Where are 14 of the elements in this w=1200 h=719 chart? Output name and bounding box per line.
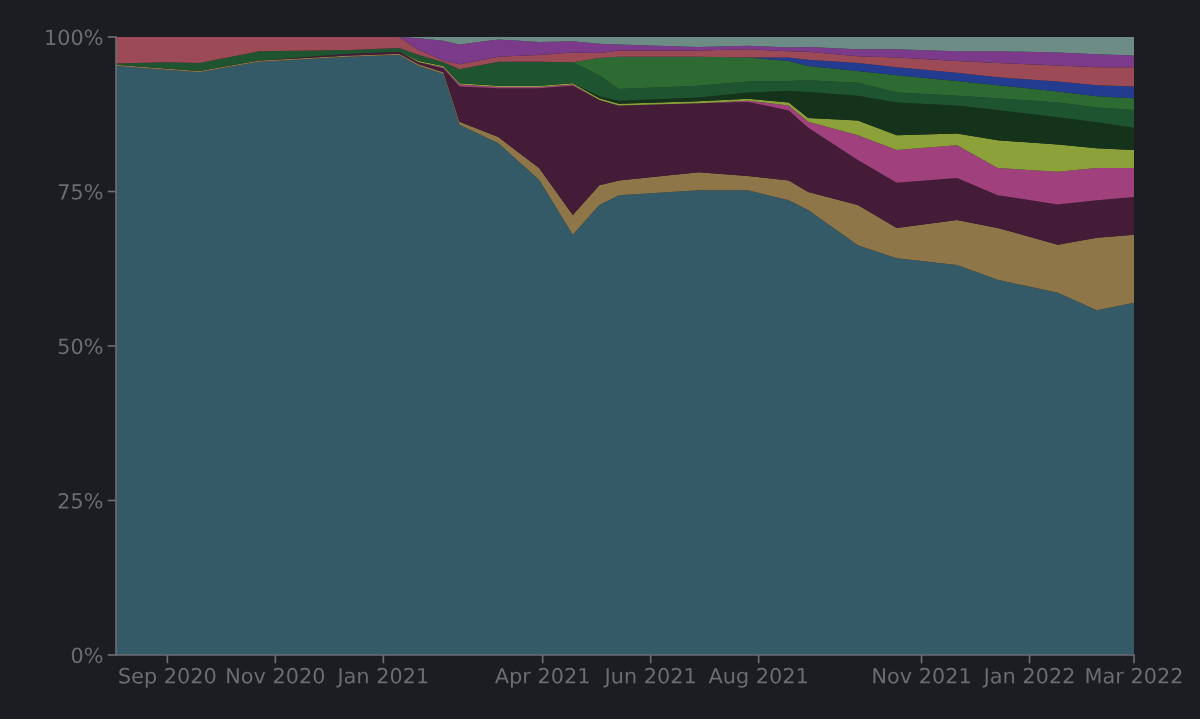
y-tick-label: 100% — [46, 29, 103, 46]
y-tick-label: 0% — [71, 647, 103, 664]
y-tick-label: 50% — [58, 338, 103, 355]
x-tick-label: Sep 2020 — [119, 667, 216, 688]
x-tick-label: Apr 2021 — [495, 667, 589, 688]
x-tick-label: Jun 2021 — [603, 667, 695, 688]
x-tick-label: Nov 2020 — [227, 667, 325, 684]
x-tick-label: Aug 2021 — [708, 667, 807, 688]
y-tick-label: 25% — [58, 492, 103, 509]
x-tick-label: Jan 2022 — [982, 667, 1074, 688]
y-tick-label: 75% — [58, 183, 103, 200]
x-tick-label: Mar 2022 — [1086, 667, 1182, 684]
x-tick-label: Nov 2021 — [873, 667, 970, 684]
x-tick-label: Jan 2021 — [336, 667, 428, 688]
